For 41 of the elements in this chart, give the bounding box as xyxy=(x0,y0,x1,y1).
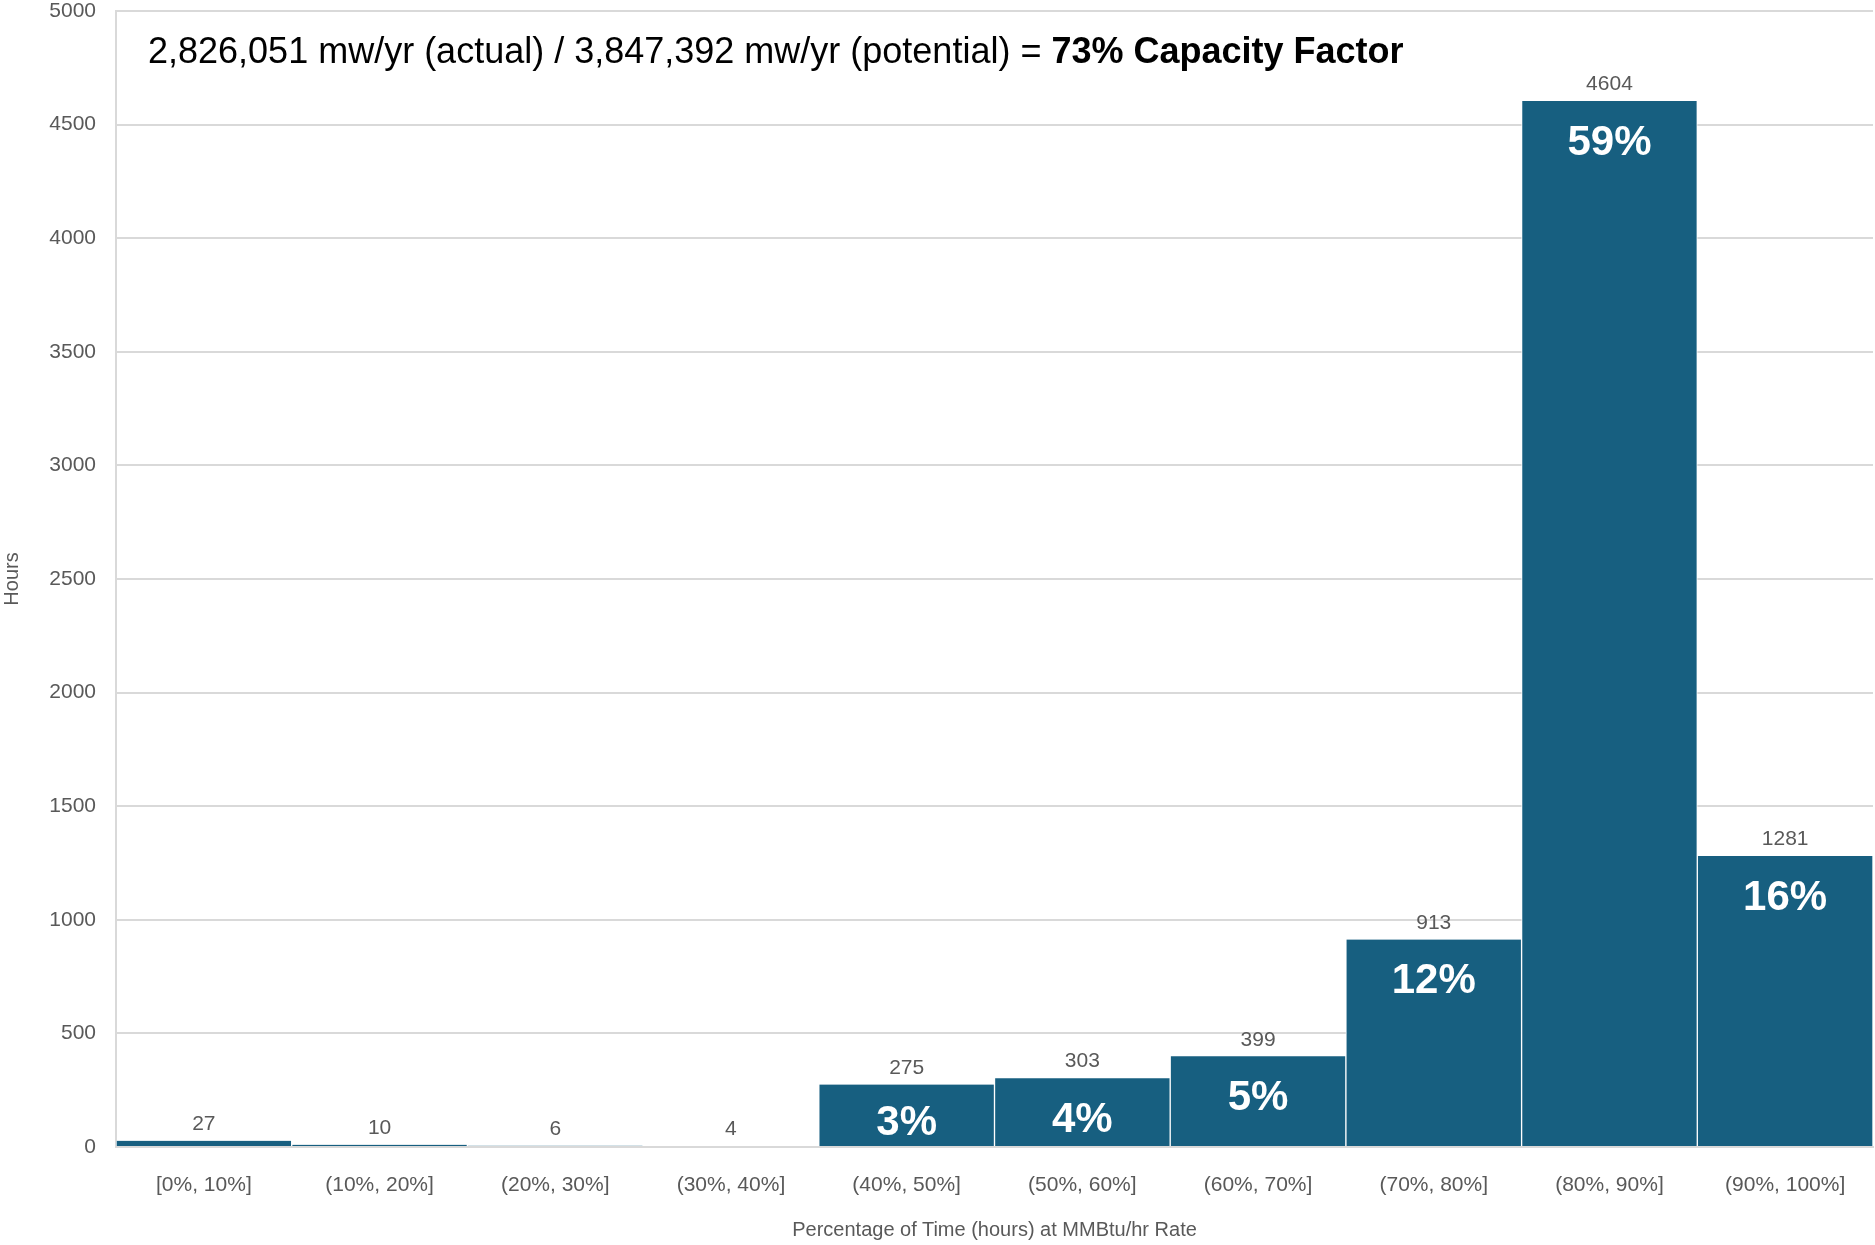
y-tick-label: 3500 xyxy=(49,338,96,362)
y-tick-label: 2500 xyxy=(49,565,96,589)
annotation: 59% xyxy=(1567,116,1652,164)
y-tick-label: 500 xyxy=(60,1020,96,1044)
annotation: 5% xyxy=(1227,1071,1289,1119)
annotation: 12% xyxy=(1391,955,1476,1003)
y-tick-label: 4500 xyxy=(49,111,96,135)
y-tick-label: 1500 xyxy=(49,793,96,816)
y-tick-label: 2000 xyxy=(49,679,96,703)
x-tick-label: (50%, 60%] xyxy=(1028,1172,1137,1196)
data-label: 275 xyxy=(889,1054,925,1078)
data-label: 4604 xyxy=(1586,71,1634,95)
y-tick-label: 4000 xyxy=(49,225,96,248)
annotation: 3% xyxy=(876,1096,937,1144)
x-tick-label: (70%, 80%] xyxy=(1379,1172,1489,1196)
text: 73% Capacity Factor xyxy=(1051,29,1404,71)
data-label: 1281 xyxy=(1761,826,1809,850)
annotation: 4% xyxy=(1052,1093,1113,1141)
text: 2,826,051 mw/yr (actual) / 3,847,392 mw/yr (potential) = xyxy=(148,29,1042,71)
y-tick-label: 3000 xyxy=(49,452,96,476)
data-label: 4 xyxy=(725,1116,738,1140)
y-tick-label: 0 xyxy=(84,1133,96,1157)
y-tick-label: 5000 xyxy=(49,0,96,21)
y-tick-label: 1000 xyxy=(49,906,96,930)
annotation: 16% xyxy=(1743,871,1828,919)
x-tick-label: (10%, 20%] xyxy=(325,1172,434,1196)
x-tick-label: (20%, 30%] xyxy=(500,1172,610,1196)
x-tick-label: (80%, 90%] xyxy=(1555,1172,1664,1196)
data-label: 303 xyxy=(1064,1048,1100,1072)
x-tick-label: (60%, 70%] xyxy=(1203,1172,1313,1196)
data-label: 913 xyxy=(1416,909,1452,933)
x-axis-title: Percentage of Time (hours) at MMBtu/hr Rate xyxy=(792,1217,1197,1240)
x-tick-label: [0%, 10%] xyxy=(155,1172,252,1196)
x-tick-label: (90%, 100%] xyxy=(1725,1172,1846,1196)
x-tick-label: (40%, 50%] xyxy=(852,1172,961,1196)
data-label: 6 xyxy=(549,1115,562,1139)
data-label: 10 xyxy=(367,1115,392,1139)
y-axis-title: Hours xyxy=(0,552,22,606)
data-label: 27 xyxy=(192,1111,216,1135)
data-label: 399 xyxy=(1240,1026,1276,1050)
x-tick-label: (30%, 40%] xyxy=(676,1172,786,1196)
